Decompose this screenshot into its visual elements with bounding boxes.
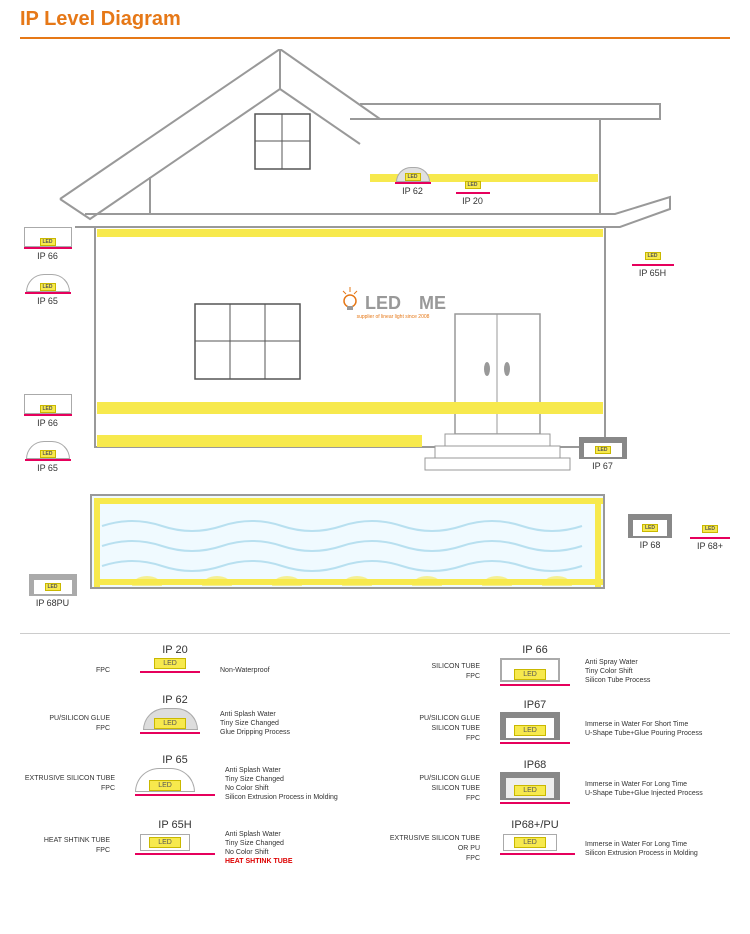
leg-ip66-vis: LED — [500, 658, 560, 686]
leg-ip65h-title: IP 65H — [140, 819, 210, 831]
icon-ip68: LED IP 68 — [625, 514, 675, 550]
leg-ip20-labels: FPC — [60, 666, 110, 676]
leg-ip62-labels: PU/SILICON GLUEFPC — [30, 714, 110, 734]
leg-ip65-desc: Anti Splash WaterTiny Size ChangedNo Col… — [225, 766, 338, 802]
leg-ip68pu-vis: LED — [500, 834, 560, 855]
pool — [90, 494, 605, 589]
leg-ip68-desc: Immerse in Water For Long TimeU-Shape Tu… — [585, 780, 703, 798]
legend-separator — [20, 633, 730, 634]
legend: IP 20 FPC LED Non-Waterproof IP 62 PU/SI… — [10, 644, 740, 934]
icon-ip62: LED IP 62 — [390, 167, 435, 196]
icon-ip67: LED IP 67 — [575, 437, 630, 471]
bulb-icon — [340, 287, 360, 311]
leg-ip20-vis: LED — [140, 658, 200, 673]
leg-ip66-labels: SILICON TUBEFPC — [400, 662, 480, 682]
icon-ip66-lower: LED IP 66 — [20, 394, 75, 428]
leg-ip67-vis: LED — [500, 712, 560, 744]
leg-ip65-vis: LED — [135, 768, 195, 796]
icon-ip66-left: LED IP 66 — [20, 227, 75, 261]
leg-ip66-desc: Anti Spray WaterTiny Color ShiftSilicon … — [585, 658, 650, 685]
leg-ip65-title: IP 65 — [140, 754, 210, 766]
leg-ip68-labels: PU/SILICON GLUESILICON TUBEFPC — [395, 774, 480, 804]
icon-ip20: LED IP 20 — [450, 173, 495, 206]
icon-ip65-left: LED IP 65 — [20, 274, 75, 306]
leg-ip62-title: IP 62 — [140, 694, 210, 706]
leg-ip67-labels: PU/SILICON GLUESILICON TUBEFPC — [395, 714, 480, 744]
leg-ip65h-desc: Anti Splash WaterTiny Size ChangedNo Col… — [225, 830, 293, 866]
icon-ip68pu: LED IP 68PU — [25, 574, 80, 608]
leg-ip62-desc: Anti Splash WaterTiny Size ChangedGlue D… — [220, 710, 290, 737]
leg-ip68pu-labels: EXTRUSIVE SILICON TUBEOR PUFPC — [370, 834, 480, 864]
logo: LEDME supplier of linear light since 200… — [340, 287, 446, 320]
leg-ip66-title: IP 66 — [500, 644, 570, 656]
leg-ip68pu-desc: Immerse in Water For Long TimeSilicon Ex… — [585, 840, 698, 858]
leg-ip68pu-title: IP68+/PU — [495, 819, 575, 831]
leg-ip62-vis: LED — [140, 708, 200, 734]
leg-ip68-title: IP68 — [500, 759, 570, 771]
leg-ip67-title: IP67 — [500, 699, 570, 711]
icon-ip65h: LED IP 65H — [625, 244, 680, 278]
house-scene: LEDME supplier of linear light since 200… — [20, 49, 730, 629]
icon-ip68plus: LED IP 68+ — [685, 517, 735, 551]
icon-ip65-lower: LED IP 65 — [20, 441, 75, 473]
page-title: IP Level Diagram — [0, 0, 750, 37]
leg-ip20-desc: Non-Waterproof — [220, 666, 270, 675]
leg-ip67-desc: Immerse in Water For Short TimeU-Shape T… — [585, 720, 702, 738]
title-rule — [20, 37, 730, 39]
leg-ip20-title: IP 20 — [140, 644, 210, 656]
leg-ip65-labels: EXTRUSIVE SILICON TUBEFPC — [5, 774, 115, 794]
leg-ip68-vis: LED — [500, 772, 560, 804]
leg-ip65h-vis: LED — [135, 834, 195, 855]
leg-ip65h-labels: HEAT SHTINK TUBEFPC — [10, 836, 110, 856]
